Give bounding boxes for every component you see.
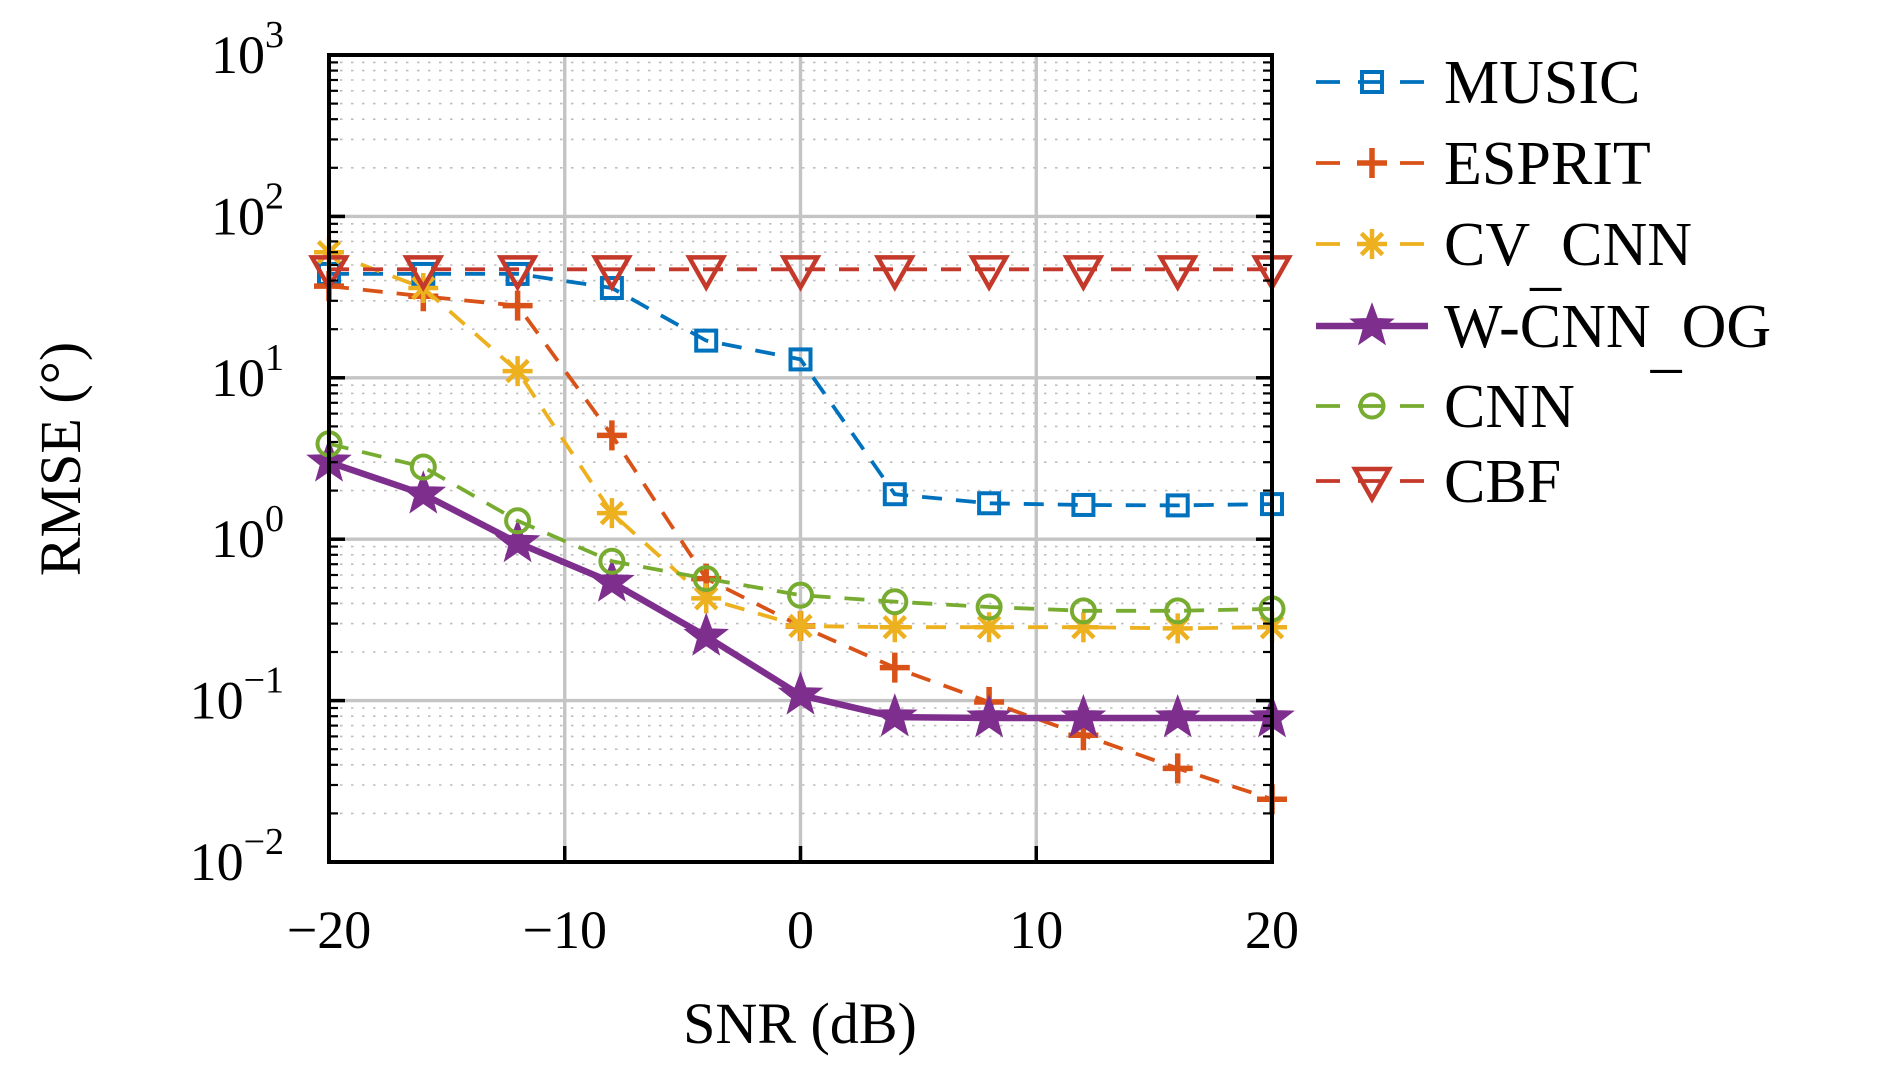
legend-item-w-cnn-og: W-CNN_OG	[1316, 293, 1771, 379]
x-axis-label: SNR (dB)	[683, 991, 917, 1056]
series-w-cnn-og	[306, 438, 1295, 738]
y-axis-label: RMSE (°)	[28, 342, 93, 576]
y-tick-labels: 103 102 101 100 10−1 10−2	[190, 14, 284, 892]
legend-label: CBF	[1444, 448, 1561, 516]
x-tick-label: 10	[1009, 900, 1063, 960]
x-tick-label: 0	[787, 900, 814, 960]
y-tick-label: 10−1	[190, 660, 284, 731]
legend-label: ESPRIT	[1444, 130, 1651, 198]
legend-item-esprit: ESPRIT	[1316, 130, 1651, 198]
legend-item-cnn: CNN	[1316, 373, 1575, 441]
legend-item-cbf: CBF	[1316, 448, 1561, 516]
legend-label: CV_CNN	[1444, 211, 1692, 297]
x-tick-label: −20	[287, 900, 371, 960]
legend-item-cv-cnn: CV_CNN	[1316, 211, 1692, 297]
x-tick-label: 20	[1245, 900, 1299, 960]
legend-label: W-CNN_OG	[1444, 293, 1771, 379]
data-series	[306, 237, 1295, 815]
y-tick-label: 10−2	[190, 821, 284, 892]
x-tick-label: −10	[523, 900, 607, 960]
y-tick-label: 101	[211, 337, 284, 408]
legend-label: CNN	[1444, 373, 1575, 441]
legend-label: MUSIC	[1444, 49, 1640, 117]
axis-ticks	[327, 53, 1274, 864]
legend-item-music: MUSIC	[1316, 49, 1640, 117]
series-cbf	[308, 255, 1293, 292]
y-tick-label: 102	[211, 175, 284, 246]
y-tick-label: 103	[211, 14, 284, 85]
y-tick-label: 100	[211, 498, 284, 569]
major-gridlines	[329, 55, 1272, 862]
x-tick-labels: −20 −10 0 10 20	[287, 900, 1299, 960]
